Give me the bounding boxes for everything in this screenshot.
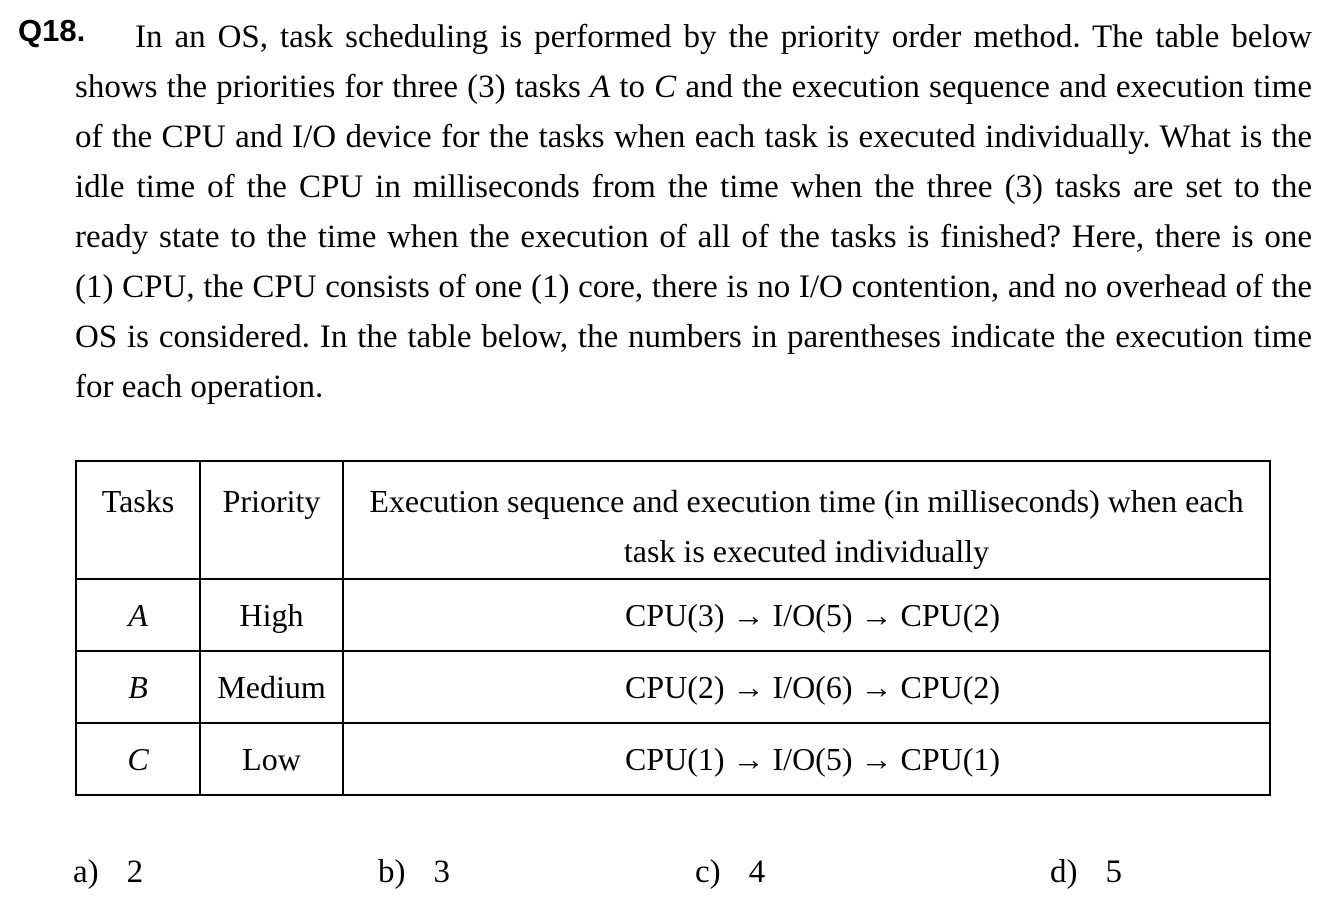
question-text-part3: and the execution sequence and execution… [75, 69, 1312, 405]
option-a-value: 2 [126, 854, 144, 890]
task-name-cell: C [75, 722, 201, 796]
priority-cell: Medium [199, 650, 344, 724]
task-priority-table: Tasks Priority Execution sequence and ex… [75, 460, 1271, 796]
priority-cell: High [199, 578, 344, 652]
option-b-value: 3 [433, 854, 451, 890]
table-header: Tasks Priority Execution sequence and ex… [75, 460, 1271, 580]
option-d-label: d) [1050, 854, 1078, 890]
col-header-execution-sequence: Execution sequence and execution time (i… [342, 460, 1271, 580]
task-a-reference: A [589, 69, 611, 105]
task-c-reference: C [654, 69, 677, 105]
option-c: c) 4 [695, 854, 765, 891]
question-text-part1: In an OS, task scheduling is performed b… [75, 19, 1312, 105]
task-name-cell: A [75, 578, 201, 652]
option-c-label: c) [695, 854, 721, 890]
option-a: a) 2 [73, 854, 143, 891]
col-header-tasks: Tasks [75, 460, 201, 580]
execution-sequence-cell: CPU(2) → I/O(6) → CPU(2) [342, 650, 1271, 724]
question-number: Q18. [18, 13, 86, 48]
execution-sequence-cell: CPU(3) → I/O(5) → CPU(2) [342, 578, 1271, 652]
table-row-task-b: B Medium CPU(2) → I/O(6) → CPU(2) [75, 650, 1271, 724]
table-row-task-c: C Low CPU(1) → I/O(5) → CPU(1) [75, 722, 1271, 796]
question-text-part2: to [619, 69, 645, 105]
execution-sequence-cell: CPU(1) → I/O(5) → CPU(1) [342, 722, 1271, 796]
table-row-task-a: A High CPU(3) → I/O(5) → CPU(2) [75, 578, 1271, 652]
question-block: Q18. In an OS, task scheduling is perfor… [18, 12, 1312, 412]
table-body: A High CPU(3) → I/O(5) → CPU(2) B Medium… [75, 578, 1271, 796]
table-header-row: Tasks Priority Execution sequence and ex… [75, 460, 1271, 580]
priority-cell: Low [199, 722, 344, 796]
option-a-label: a) [73, 854, 99, 890]
option-b: b) 3 [378, 854, 450, 891]
answer-options: a) 2 b) 3 c) 4 d) 5 [73, 854, 1312, 904]
option-b-label: b) [378, 854, 406, 890]
option-c-value: 4 [748, 854, 766, 890]
col-header-priority: Priority [199, 460, 344, 580]
option-d-value: 5 [1105, 854, 1123, 890]
question-document: Q18. In an OS, task scheduling is perfor… [18, 12, 1312, 904]
task-name-cell: B [75, 650, 201, 724]
option-d: d) 5 [1050, 854, 1122, 891]
question-text: In an OS, task scheduling is performed b… [75, 12, 1312, 412]
